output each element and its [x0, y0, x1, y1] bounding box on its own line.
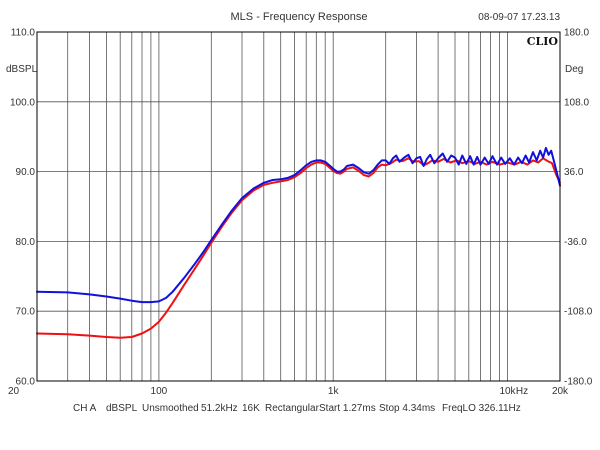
- measurement-footer: CH A dBSPL Unsmoothed 51.2kHz 16K Rectan…: [73, 403, 521, 414]
- right-tick-label: 180.0: [564, 28, 589, 39]
- x-tick-label: 1k: [328, 386, 340, 397]
- series-line-blue: [36, 146, 561, 304]
- x-axis-ticks: 20 100 1k 10k 20k: [8, 386, 569, 397]
- left-axis-unit: dBSPL: [6, 64, 38, 75]
- x-tick-label: 100: [151, 386, 168, 397]
- y-axis-ticks: 110.0 100.0 90.0 80.0 70.0 60.0: [10, 28, 35, 388]
- timestamp: 08-09-07 17.23.13: [478, 12, 560, 23]
- right-tick-label: -180.0: [564, 377, 593, 388]
- right-axis-unit: Deg: [565, 64, 583, 75]
- plot-border: [36, 31, 561, 382]
- footer-window: Rectangular: [265, 403, 320, 414]
- footer-freq-lo: FreqLO 326.11Hz: [442, 403, 521, 414]
- right-tick-label: 108.0: [564, 97, 589, 108]
- right-tick-label: 36.0: [564, 167, 584, 178]
- x-tick-label: 10k: [499, 386, 516, 397]
- series-line-red: [36, 157, 561, 339]
- footer-size: 16K: [242, 403, 260, 414]
- footer-stop: Stop 4.34ms: [379, 403, 435, 414]
- y-tick-label: 100.0: [10, 97, 35, 108]
- footer-smoothing: Unsmoothed: [142, 403, 199, 414]
- footer-start: Start 1.27ms: [319, 403, 376, 414]
- clio-logo: CLIO: [527, 35, 559, 48]
- y-tick-label: 110.0: [11, 28, 36, 39]
- right-axis-ticks: 180.0 108.0 36.0 -36.0 -108.0 -180.0: [564, 28, 593, 388]
- footer-channel: CH A: [73, 403, 97, 414]
- y-tick-label: 60.0: [16, 377, 36, 388]
- right-tick-label: -108.0: [564, 307, 593, 318]
- footer-unit: dBSPL: [106, 403, 138, 414]
- x-tick-label: 20k: [552, 386, 569, 397]
- y-tick-label: 70.0: [16, 307, 36, 318]
- chart-title: MLS - Frequency Response: [231, 11, 368, 23]
- grid-lines: [37, 32, 560, 381]
- x-unit-label: Hz: [516, 386, 528, 397]
- series-group: [36, 146, 561, 339]
- y-tick-label: 90.0: [16, 167, 36, 178]
- y-tick-label: 80.0: [16, 237, 36, 248]
- footer-sample-rate: 51.2kHz: [201, 403, 238, 414]
- x-tick-label: 20: [8, 386, 20, 397]
- right-tick-label: -36.0: [564, 237, 587, 248]
